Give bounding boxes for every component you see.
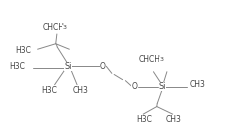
Text: Si: Si xyxy=(64,62,72,71)
Text: CHCH: CHCH xyxy=(42,23,64,32)
Text: H3C: H3C xyxy=(9,62,25,71)
Text: H3C: H3C xyxy=(15,46,31,55)
Text: CH3: CH3 xyxy=(72,86,88,95)
Text: H3C: H3C xyxy=(136,115,152,124)
Text: 3: 3 xyxy=(158,57,162,62)
Text: O: O xyxy=(99,62,105,71)
Text: CH3: CH3 xyxy=(189,79,204,89)
Text: O: O xyxy=(131,82,137,91)
Text: Si: Si xyxy=(158,82,165,91)
Text: H3C: H3C xyxy=(41,86,57,95)
Text: CH3: CH3 xyxy=(165,115,181,124)
Text: 3: 3 xyxy=(62,25,66,30)
Text: CHCH: CHCH xyxy=(138,55,160,64)
